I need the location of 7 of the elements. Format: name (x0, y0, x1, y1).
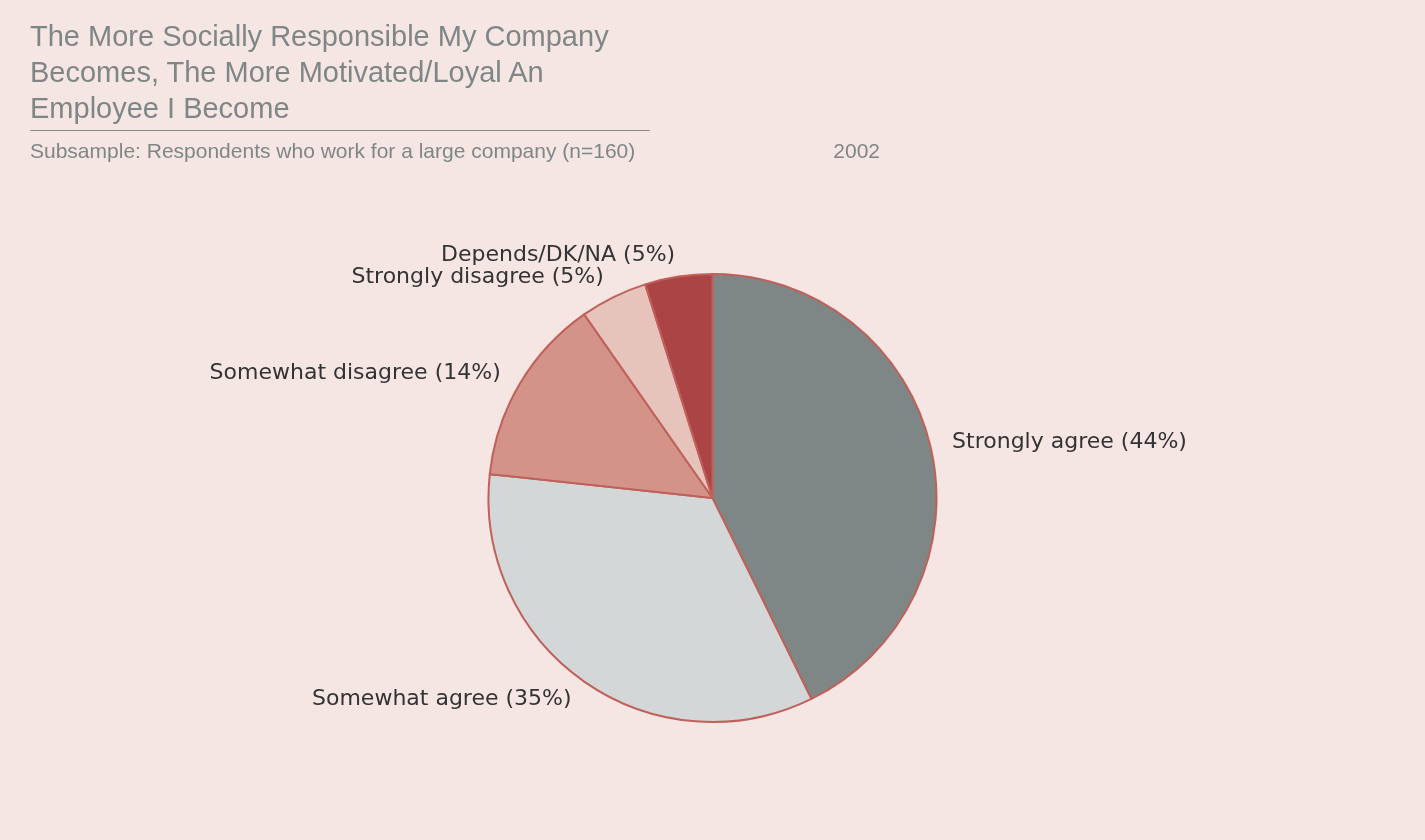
slice-label: Somewhat disagree (14%) (209, 358, 501, 384)
slice-label: Strongly agree (44%) (952, 427, 1187, 453)
chart-title: The More Socially Responsible My Company Becomes, The More Motivated/Loyal An Employee I Become (30, 18, 650, 131)
chart-subtitle: Subsample: Respondents who work for a large company (n=160) (30, 139, 636, 163)
slice-label: Depends/DK/NA (5%) (441, 240, 676, 266)
text: 2002 (833, 139, 880, 163)
slice-label: Somewhat agree (35%) (311, 685, 572, 711)
